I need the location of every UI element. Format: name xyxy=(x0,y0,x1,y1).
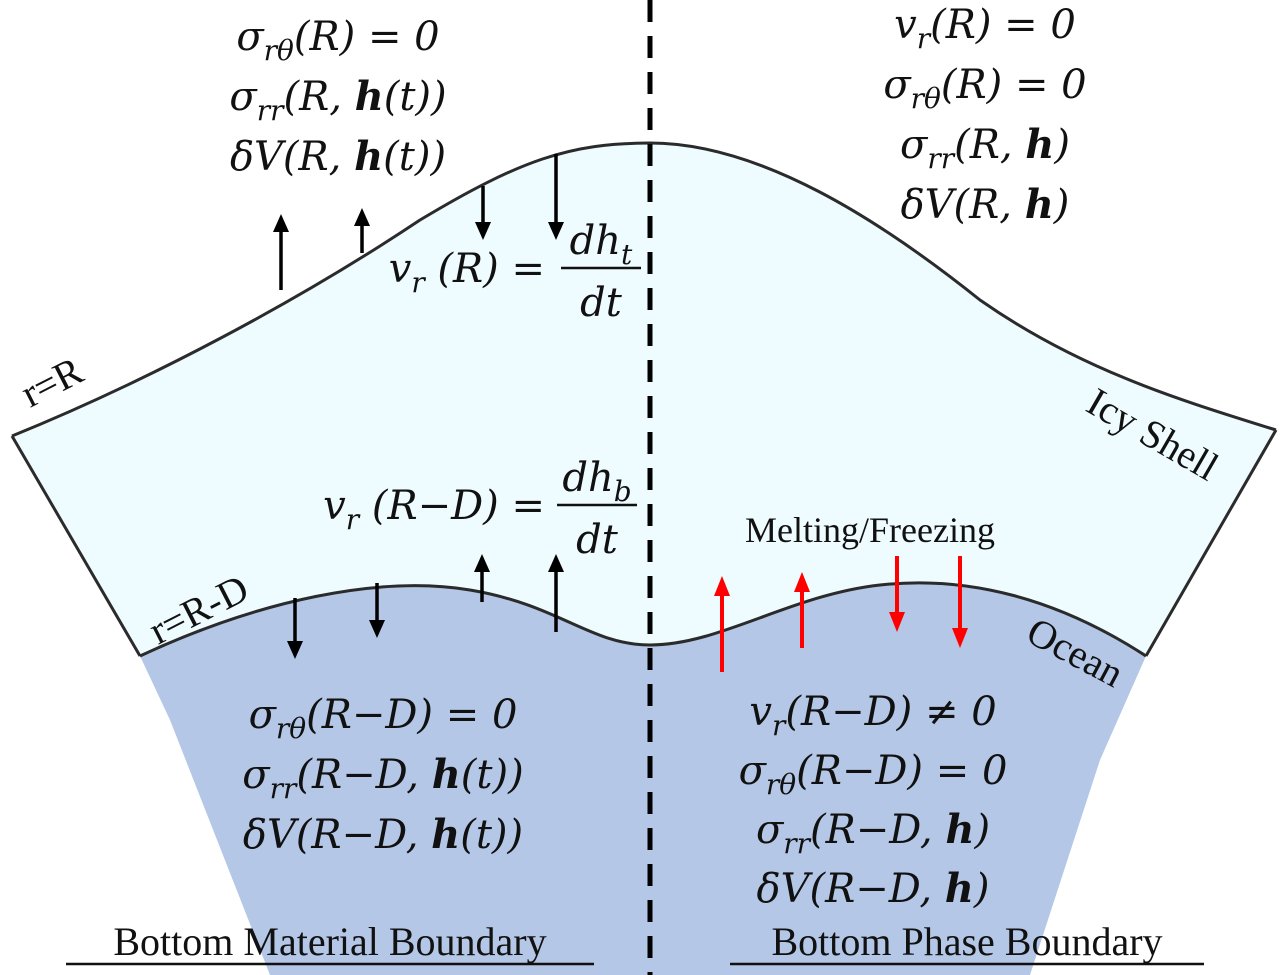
arrowhead xyxy=(474,554,490,572)
bottom-velocity-denominator: dt xyxy=(576,517,619,563)
right-top-conditions: vr(R) = 0 σrθ(R) = 0 σrr(R, h) δV(R, h) xyxy=(883,2,1086,228)
top-velocity-lhs: vr (R) = xyxy=(389,246,545,299)
right-bottom-equation-1: σrθ(R−D) = 0 xyxy=(739,748,1008,801)
left-top-equation-2: δV(R, h(t)) xyxy=(230,133,446,180)
right-top-equation-0: vr(R) = 0 xyxy=(894,2,1076,55)
left-bottom-conditions: σrθ(R−D) = 0 σrr(R−D, h(t)) δV(R−D, h(t)) xyxy=(242,692,523,858)
bottom-material-arrows xyxy=(287,554,564,659)
left-top-conditions: σrθ(R) = 0 σrr(R, h(t)) δV(R, h(t)) xyxy=(229,14,446,180)
arrowhead xyxy=(548,554,564,572)
arrowhead xyxy=(287,641,303,659)
phase-boundary-arrows xyxy=(714,556,968,672)
arrowhead xyxy=(369,620,385,638)
icy-shell-region xyxy=(12,143,1276,656)
left-caption: Bottom Material Boundary xyxy=(113,919,546,964)
top-velocity-equation: vr (R) = dht dt xyxy=(389,218,641,326)
top-surface-arrows xyxy=(273,154,564,290)
arrowhead xyxy=(475,222,491,240)
right-bottom-equation-2: σrr(R−D, h) xyxy=(756,806,990,860)
arrowhead xyxy=(354,208,370,226)
right-top-equation-2: σrr(R, h) xyxy=(900,121,1070,175)
ocean-region xyxy=(140,582,1146,975)
bottom-velocity-numerator: dhb xyxy=(562,455,631,508)
top-velocity-denominator: dt xyxy=(580,280,623,326)
right-bottom-equation-0: vr(R−D) ≠ 0 xyxy=(749,689,996,742)
right-shell-edge xyxy=(1144,429,1278,657)
arrowhead xyxy=(889,612,905,632)
right-top-equation-1: σrθ(R) = 0 xyxy=(883,62,1086,115)
outer-surface-line xyxy=(11,141,1277,438)
right-caption: Bottom Phase Boundary xyxy=(771,919,1162,964)
bottom-velocity-lhs: vr (R−D) = xyxy=(323,483,545,536)
arrowhead xyxy=(794,572,810,592)
left-shell-edge xyxy=(10,435,142,657)
right-top-equation-3: δV(R, h) xyxy=(901,181,1070,228)
left-top-equation-0: σrθ(R) = 0 xyxy=(236,14,439,67)
arrowhead xyxy=(952,628,968,648)
inner-surface-line xyxy=(139,581,1147,658)
left-top-equation-1: σrr(R, h(t)) xyxy=(229,73,446,127)
arrowhead xyxy=(714,576,730,596)
left-bottom-equation-0: σrθ(R−D) = 0 xyxy=(249,692,518,745)
melting-freezing-label: Melting/Freezing xyxy=(745,510,995,550)
left-bottom-equation-2: δV(R−D, h(t)) xyxy=(243,811,523,858)
outer-radius-label: r=R xyxy=(14,347,90,416)
bottom-velocity-equation: vr (R−D) = dhb dt xyxy=(323,455,637,563)
top-velocity-numerator: dht xyxy=(570,218,633,271)
arrowhead xyxy=(273,214,289,232)
arrowhead xyxy=(548,222,564,240)
right-bottom-equation-3: δV(R−D, h) xyxy=(757,865,990,912)
left-bottom-equation-1: σrr(R−D, h(t)) xyxy=(242,751,523,805)
